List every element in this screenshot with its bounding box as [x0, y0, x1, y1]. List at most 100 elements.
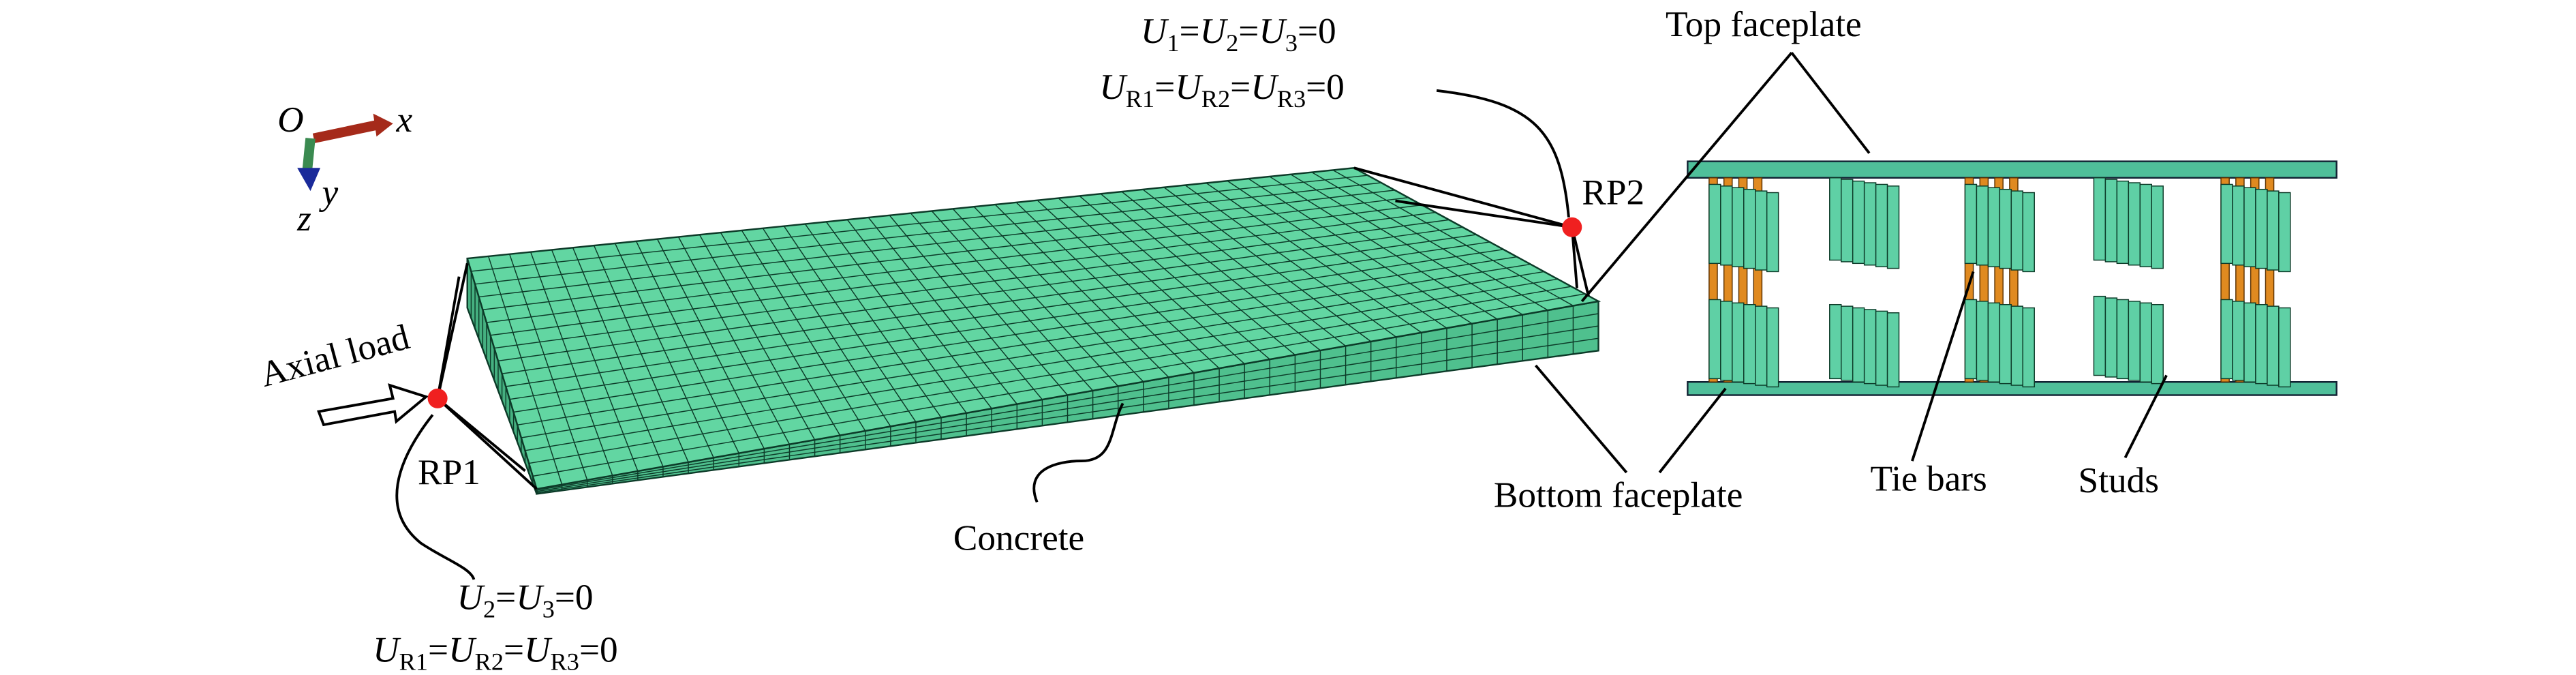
stud	[1886, 185, 1900, 269]
mesh-line	[513, 256, 1518, 413]
formula-part: U	[1200, 11, 1229, 51]
formula-part: U	[524, 630, 553, 670]
stud	[1720, 185, 1733, 266]
stud	[2116, 299, 2130, 380]
mesh-line	[478, 190, 1395, 298]
stud	[1766, 307, 1779, 388]
leader	[1790, 52, 1871, 154]
formula-part: R2	[1201, 85, 1230, 112]
mesh-line	[509, 249, 1504, 400]
mesh-line	[506, 241, 1490, 387]
formula-part: R3	[551, 648, 579, 675]
stud	[1743, 303, 1756, 385]
rp2-label: RP2	[1582, 172, 1644, 212]
stud	[2243, 302, 2256, 382]
stud	[1987, 302, 2001, 382]
stud	[2128, 301, 2141, 381]
mesh-line	[502, 234, 1477, 374]
mesh-line	[486, 204, 1422, 323]
stud	[2151, 303, 2164, 385]
stud	[1987, 187, 2001, 267]
leader	[1353, 166, 1573, 229]
axis-z: z	[296, 198, 311, 239]
mesh-line	[529, 286, 1571, 464]
top-plate	[1687, 160, 2337, 179]
stud	[1755, 190, 1768, 271]
leader-lines	[395, 52, 2168, 580]
stud	[2022, 192, 2035, 273]
formula-part: =	[504, 630, 524, 670]
formula-part: U	[448, 630, 477, 670]
concrete-label: Concrete	[953, 518, 1084, 558]
formula-part: U	[1141, 11, 1169, 51]
formula-part: =	[428, 630, 448, 670]
leader	[1534, 364, 1628, 474]
formula-part: =0	[579, 630, 618, 670]
leader	[395, 414, 476, 580]
axial-load-arrow	[317, 383, 429, 427]
formula-part: U	[1251, 67, 1279, 107]
stud	[1964, 183, 1978, 265]
leader	[1570, 227, 1578, 288]
mesh-line	[525, 278, 1558, 451]
stud	[2243, 187, 2256, 267]
stud	[1886, 312, 1900, 388]
x-axis-arrow	[312, 120, 378, 143]
stud	[2128, 182, 2141, 266]
stud	[2255, 188, 2268, 269]
mesh-line	[482, 197, 1409, 310]
rp1-point	[427, 388, 448, 408]
x-arrowhead	[373, 113, 393, 137]
top-faceplate-label: Top faceplate	[1666, 4, 1862, 44]
mesh-line	[521, 271, 1544, 438]
bc-formula: UR1=UR2=UR3=0	[373, 630, 618, 675]
formula-part: U	[516, 577, 545, 617]
leader	[1580, 52, 1793, 303]
formula-part: =	[1154, 67, 1175, 107]
stud	[1708, 183, 1721, 265]
axis-x: x	[396, 100, 413, 140]
formula-part: 3	[542, 596, 555, 623]
leader	[1395, 199, 1573, 229]
stud	[2139, 302, 2152, 382]
rp1-label: RP1	[418, 452, 480, 492]
stud	[2116, 180, 2130, 265]
mesh-line	[490, 211, 1436, 336]
rp2-point	[1562, 217, 1582, 237]
cross-section	[1687, 160, 2337, 396]
stud	[2139, 183, 2152, 267]
stud	[1743, 188, 1756, 269]
stud	[1875, 183, 1888, 267]
stud	[2278, 307, 2291, 388]
formula-part: =0	[1298, 11, 1336, 51]
stud	[2104, 179, 2118, 262]
formula-part: R3	[1277, 85, 1306, 112]
mesh-line	[471, 175, 1368, 272]
stud	[2151, 185, 2164, 269]
formula-part: R1	[1126, 85, 1154, 112]
stud	[2104, 297, 2118, 378]
stud	[2093, 295, 2106, 376]
leader	[2123, 374, 2168, 459]
formula-part: =	[495, 577, 516, 617]
stud	[1732, 302, 1745, 382]
axial-load-label: Axial load	[256, 316, 414, 395]
formula-part: U	[1259, 11, 1287, 51]
stud	[2220, 299, 2233, 380]
mesh-line	[497, 226, 1463, 362]
axis-origin: O	[277, 100, 303, 140]
formula-part: 3	[1285, 29, 1298, 57]
formula-part: U	[457, 577, 485, 617]
bottom-faceplate-label: Bottom faceplate	[1494, 475, 1743, 515]
tie-bars-label: Tie bars	[1871, 459, 1987, 499]
stud	[2022, 307, 2035, 388]
leader	[1570, 226, 1590, 297]
formula-part: R2	[475, 648, 504, 675]
stud	[1829, 177, 1842, 261]
mesh-line	[532, 293, 1585, 477]
leader	[1436, 89, 1570, 217]
stud	[1875, 310, 1888, 386]
stud	[2267, 305, 2280, 386]
stud	[1708, 299, 1721, 380]
